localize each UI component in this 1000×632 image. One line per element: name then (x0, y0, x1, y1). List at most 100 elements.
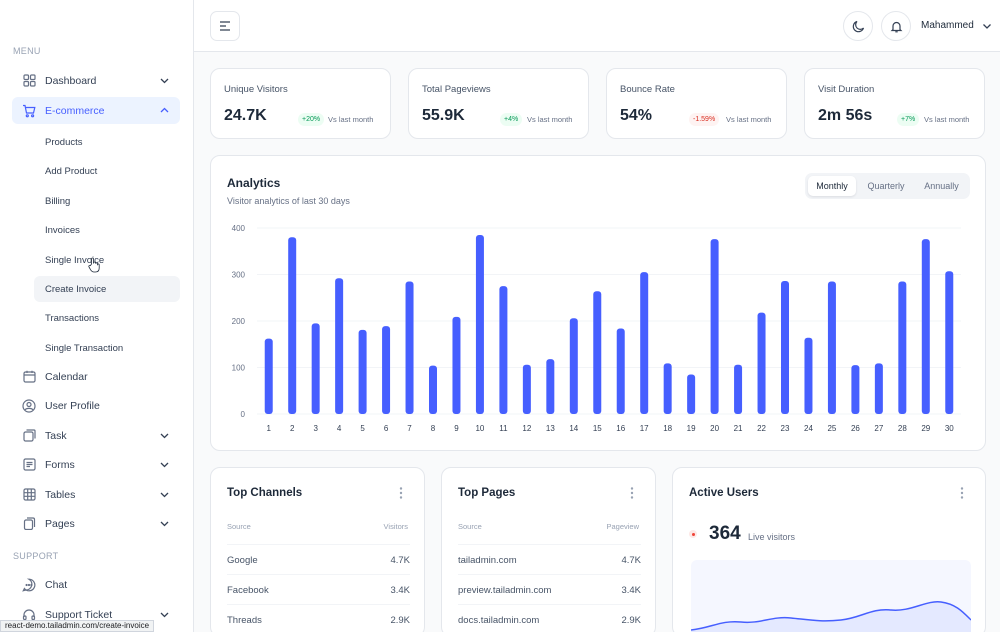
y-tick-label: 300 (232, 271, 246, 280)
table-row: docs.tailadmin.com 2.9K (458, 604, 641, 632)
column-header-source: Source (458, 522, 482, 531)
period-monthly-button[interactable]: Monthly (808, 176, 856, 196)
sidebar-subitem-single-invoice[interactable]: Single Invoice (45, 254, 105, 266)
x-tick-label: 7 (407, 424, 412, 433)
sidebar-item-chat[interactable]: Chat (12, 571, 180, 598)
chart-bar[interactable] (475, 234, 484, 414)
x-tick-label: 1 (267, 424, 272, 433)
chart-bar[interactable] (663, 363, 672, 414)
chart-bar[interactable] (335, 278, 344, 414)
sidebar-item-label: E-commerce (45, 104, 105, 117)
more-options-icon[interactable] (958, 486, 966, 500)
active-users-count: 364 (709, 523, 741, 544)
sidebar-subitem-create-invoice[interactable]: Create Invoice (34, 276, 180, 302)
x-tick-label: 5 (360, 424, 365, 433)
sidebar-item-user-profile[interactable]: User Profile (12, 392, 180, 419)
top-header: Mahammed (194, 0, 1000, 52)
chart-bar[interactable] (593, 291, 602, 414)
chart-bar[interactable] (874, 363, 883, 414)
period-annually-button[interactable]: Annually (924, 181, 959, 191)
chevron-down-icon[interactable] (982, 21, 992, 31)
chart-bar[interactable] (945, 271, 954, 414)
chart-bar[interactable] (687, 374, 696, 414)
chart-bar[interactable] (311, 323, 320, 414)
sidebar-subitem-billing[interactable]: Billing (45, 195, 71, 207)
stat-change-badge: -1.59% (689, 113, 720, 126)
chart-bar[interactable] (734, 364, 743, 414)
sidebar-item-label: Tables (45, 488, 76, 501)
period-quarterly-button[interactable]: Quarterly (867, 181, 905, 191)
sidebar-subitem-add-product[interactable]: Add Product (45, 165, 98, 177)
x-tick-label: 18 (663, 424, 672, 433)
pages-icon (22, 517, 36, 531)
sidebar: MENU Dashboard E-commerce Products Add P… (0, 0, 194, 632)
chart-bar[interactable] (382, 326, 391, 414)
chart-bar[interactable] (405, 281, 414, 414)
hand-cursor-icon (88, 257, 100, 273)
sidebar-subitem-transactions[interactable]: Transactions (45, 312, 100, 324)
user-menu-name[interactable]: Mahammed (921, 20, 974, 31)
sidebar-subitem-invoices[interactable]: Invoices (45, 224, 80, 236)
chevron-down-icon (160, 612, 169, 618)
row-source: Facebook (227, 585, 269, 596)
chart-bar[interactable] (546, 359, 555, 414)
active-users-card: Active Users 364 Live visitors (672, 467, 986, 632)
sidebar-item-support-ticket[interactable]: Support Ticket (12, 601, 180, 628)
column-header-pageview: Pageview (606, 522, 639, 531)
sidebar-toggle-button[interactable] (210, 11, 240, 41)
sidebar-item-ecommerce[interactable]: E-commerce (12, 97, 180, 124)
chart-bar[interactable] (288, 237, 297, 414)
moon-icon (852, 20, 864, 32)
chart-bar[interactable] (358, 329, 367, 414)
sidebar-item-tables[interactable]: Tables (12, 481, 180, 508)
more-options-icon[interactable] (628, 486, 636, 500)
chart-bar[interactable] (827, 281, 836, 414)
chart-bar[interactable] (522, 364, 531, 414)
cart-icon (22, 104, 36, 118)
sidebar-subitem-products[interactable]: Products (45, 136, 83, 148)
chart-bar[interactable] (429, 365, 437, 414)
chart-bar[interactable] (452, 316, 461, 414)
sidebar-item-calendar[interactable]: Calendar (12, 363, 180, 390)
row-value: 3.4K (621, 585, 641, 596)
sidebar-subitem-single-transaction[interactable]: Single Transaction (45, 342, 124, 354)
live-indicator-icon (689, 530, 697, 538)
stat-title: Unique Visitors (224, 84, 288, 95)
top-channels-card: Top Channels Source Visitors Google 4.7K… (210, 467, 425, 632)
table-row: preview.tailadmin.com 3.4K (458, 574, 641, 604)
chart-bar[interactable] (569, 318, 578, 414)
chart-bar[interactable] (898, 281, 907, 414)
chart-bar[interactable] (804, 337, 813, 414)
row-value: 4.7K (621, 555, 641, 566)
stat-change-badge: +4% (500, 113, 523, 126)
sidebar-item-pages[interactable]: Pages (12, 510, 180, 537)
chart-bar[interactable] (757, 312, 766, 414)
dark-mode-toggle-button[interactable] (843, 11, 873, 41)
analytics-subtitle: Visitor analytics of last 30 days (227, 196, 350, 206)
x-tick-label: 9 (454, 424, 459, 433)
chart-bar[interactable] (640, 272, 649, 414)
sidebar-item-task[interactable]: Task (12, 422, 180, 449)
chart-bar[interactable] (264, 338, 273, 414)
chart-bar[interactable] (781, 281, 789, 414)
x-tick-label: 27 (874, 424, 883, 433)
chart-bar[interactable] (851, 365, 860, 414)
sidebar-item-dashboard[interactable]: Dashboard (12, 67, 180, 94)
chart-bar[interactable] (710, 239, 719, 414)
x-tick-label: 14 (569, 424, 578, 433)
sidebar-item-forms[interactable]: Forms (12, 451, 180, 478)
stat-comparison-label: Vs last month (328, 115, 374, 124)
more-options-icon[interactable] (397, 486, 405, 500)
y-tick-label: 400 (232, 224, 246, 233)
chart-bar[interactable] (499, 286, 508, 414)
chart-bar[interactable] (616, 328, 625, 414)
sidebar-item-label: Calendar (45, 370, 88, 383)
task-icon (22, 429, 36, 443)
chevron-down-icon (160, 433, 169, 439)
sidebar-item-label: Support Ticket (45, 608, 113, 621)
chevron-down-icon (160, 78, 169, 84)
table-row: Threads 2.9K (227, 604, 410, 632)
chart-bar[interactable] (921, 239, 930, 414)
menu-section-label: MENU (13, 46, 41, 56)
notifications-button[interactable] (881, 11, 911, 41)
